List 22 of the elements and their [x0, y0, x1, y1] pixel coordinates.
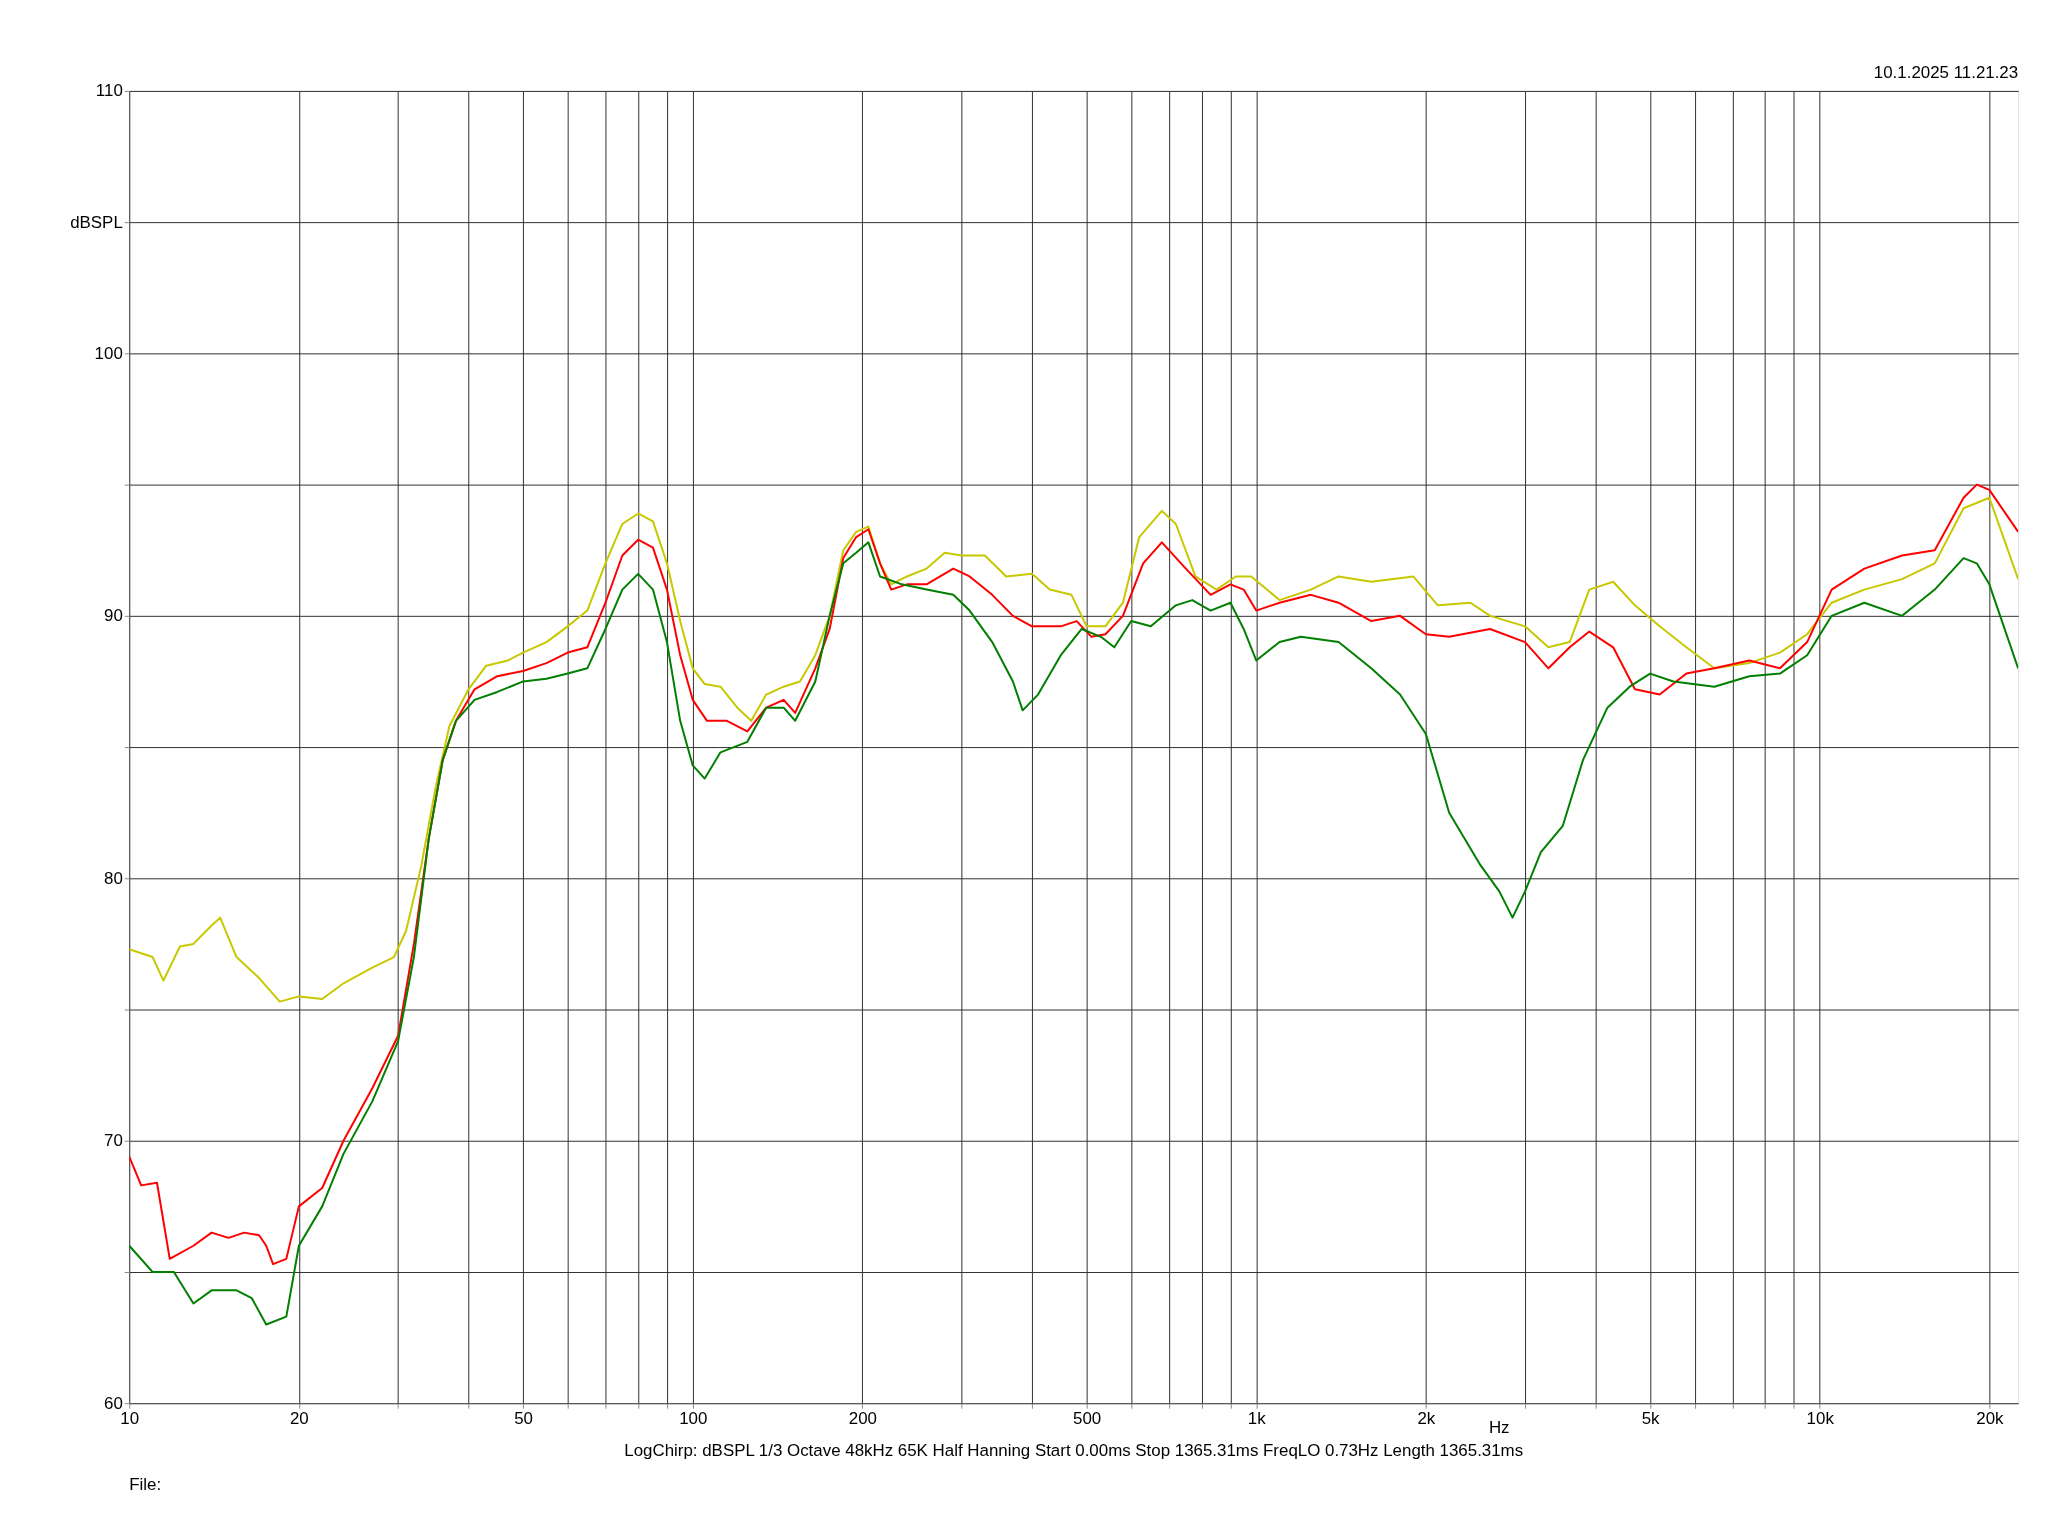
y-tick-label: 70: [103, 1131, 123, 1151]
y-tick-label: dBSPL: [70, 212, 123, 232]
x-tick-label: 200: [848, 1408, 877, 1428]
x-tick-label: 10: [120, 1408, 140, 1428]
x-tick-label: 20k: [1976, 1408, 2005, 1428]
x-tick-label: 50: [514, 1408, 533, 1428]
y-tick-label: 110: [95, 81, 123, 101]
x-tick-label: 20: [289, 1408, 309, 1428]
text: File:: [129, 1474, 162, 1494]
x-tick-label: 500: [1073, 1408, 1102, 1428]
x-axis-title: Hz: [1488, 1417, 1510, 1437]
x-tick-label: 1k: [1247, 1408, 1267, 1428]
text: LogChirp: dBSPL 1/3 Octave 48kHz 65K Half Hanning Start 0.00ms Stop 1365.31ms FreqLO 0.73Hz Length 1365.31ms: [624, 1440, 1524, 1460]
y-tick-label: 60: [103, 1393, 123, 1413]
y-tick-label: 100: [94, 343, 123, 363]
text: 10.1.2025 11.21.23: [1873, 62, 2019, 82]
y-tick-label: 80: [103, 868, 123, 888]
x-tick-label: 2k: [1417, 1408, 1436, 1428]
x-tick-label: 5k: [1641, 1408, 1661, 1428]
x-tick-label: 10k: [1806, 1408, 1835, 1428]
x-tick-label: 100: [679, 1408, 708, 1428]
y-tick-label: 90: [103, 606, 123, 626]
